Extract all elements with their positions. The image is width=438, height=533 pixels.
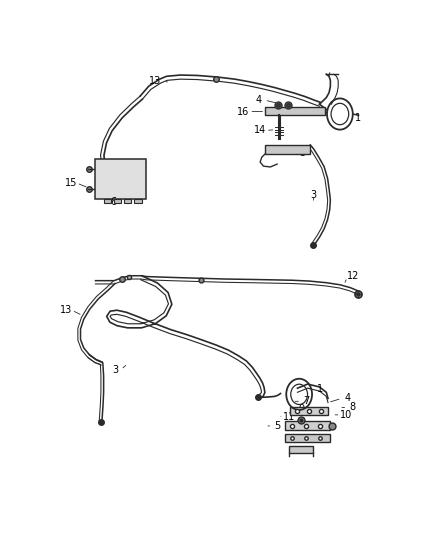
FancyBboxPatch shape <box>124 199 131 203</box>
Text: 4: 4 <box>344 393 350 403</box>
Text: 5: 5 <box>275 421 281 431</box>
Text: 9: 9 <box>299 403 305 414</box>
FancyBboxPatch shape <box>134 199 141 203</box>
Text: 14: 14 <box>254 125 266 135</box>
Text: 7: 7 <box>304 397 310 406</box>
Text: 13: 13 <box>149 76 161 86</box>
Text: 5: 5 <box>299 148 305 158</box>
FancyBboxPatch shape <box>285 434 330 442</box>
Text: 6: 6 <box>111 197 117 207</box>
FancyBboxPatch shape <box>265 107 325 115</box>
Text: 1: 1 <box>354 112 360 123</box>
Text: 11: 11 <box>283 412 295 422</box>
FancyBboxPatch shape <box>104 199 111 203</box>
Text: 10: 10 <box>340 410 352 420</box>
Text: 16: 16 <box>237 107 249 117</box>
FancyBboxPatch shape <box>114 199 121 203</box>
Text: 1: 1 <box>317 384 322 394</box>
FancyBboxPatch shape <box>285 422 330 430</box>
Text: 12: 12 <box>346 271 359 281</box>
Text: 13: 13 <box>60 305 72 315</box>
FancyBboxPatch shape <box>95 159 146 199</box>
Text: 3: 3 <box>112 365 118 375</box>
Text: 8: 8 <box>350 402 356 413</box>
FancyBboxPatch shape <box>290 407 328 415</box>
Text: 3: 3 <box>311 190 317 200</box>
FancyBboxPatch shape <box>265 145 310 154</box>
FancyBboxPatch shape <box>289 446 313 454</box>
Text: 4: 4 <box>255 95 261 105</box>
Text: 15: 15 <box>65 178 77 188</box>
